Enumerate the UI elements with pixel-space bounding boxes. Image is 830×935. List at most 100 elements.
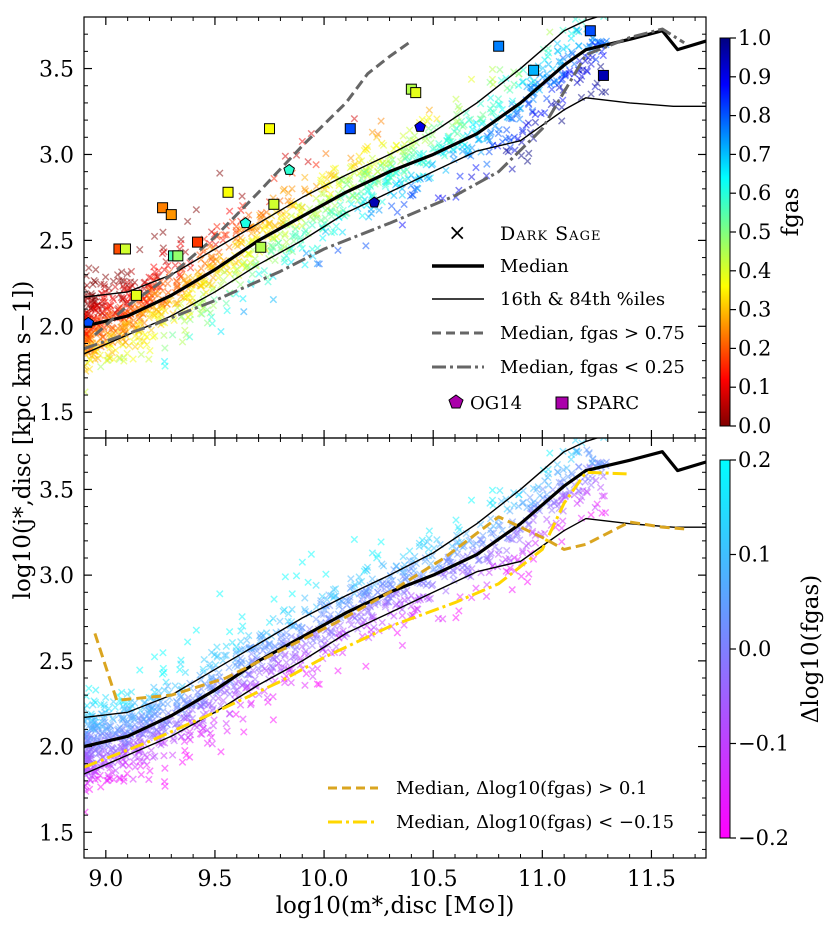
- scatter-marker: [217, 748, 225, 756]
- scatter-marker: [200, 655, 208, 664]
- scatter-marker: [287, 212, 296, 220]
- scatter-marker: [171, 720, 179, 729]
- scatter-marker: [544, 481, 553, 489]
- colorbar-tick-label: 0.8: [738, 104, 771, 128]
- scatter-marker: [570, 491, 579, 499]
- scatter-marker: [106, 301, 114, 309]
- scatter-marker: [332, 643, 340, 651]
- scatter-marker: [232, 258, 240, 267]
- scatter-marker: [380, 585, 388, 593]
- scatter-marker: [210, 716, 218, 724]
- scatter-marker: [145, 313, 153, 322]
- scatter-marker: [100, 283, 109, 291]
- scatter-marker: [182, 751, 190, 759]
- scatter-marker: [94, 729, 103, 737]
- scatter-marker: [178, 338, 187, 346]
- scatter-marker: [100, 296, 108, 304]
- scatter-marker: [270, 595, 278, 603]
- scatter-marker: [377, 538, 385, 546]
- scatter-marker: [171, 300, 179, 309]
- scatter-marker: [89, 735, 98, 744]
- scatter-marker: [236, 701, 245, 709]
- bottom-panel: 1.5 2.0 2.5 3.0 3.5 9.0 9.5 10.0 10.5 11.0 11.5: [39, 437, 707, 892]
- scatter-marker: [194, 688, 202, 696]
- scatter-marker: [596, 483, 605, 492]
- scatter-marker: [345, 596, 354, 604]
- scatter-marker: [599, 17, 608, 21]
- scatter-marker: [225, 628, 234, 636]
- scatter-marker: [262, 629, 271, 637]
- scatter-marker: [567, 29, 576, 38]
- scatter-marker: [266, 219, 274, 227]
- scatter-marker: [343, 601, 351, 609]
- scatter-marker: [220, 268, 229, 276]
- scatter-marker: [553, 39, 562, 48]
- scatter-marker: [370, 623, 378, 632]
- scatter-marker: [452, 110, 461, 119]
- scatter-marker: [358, 212, 367, 220]
- scatter-marker: [138, 711, 146, 720]
- scatter-marker: [117, 688, 126, 696]
- bottom-x-ticks: 9.0 9.5 10.0 10.5 11.0 11.5: [83, 438, 696, 892]
- colorbar-tick-label: −0.2: [738, 826, 789, 850]
- scatter-marker: [505, 554, 513, 563]
- scatter-marker: [510, 489, 518, 497]
- scatter-marker: [401, 147, 409, 156]
- scatter-marker: [301, 681, 309, 689]
- y-tick-label: 3.5: [39, 478, 74, 503]
- scatter-marker: [237, 627, 245, 635]
- sparc-point: [584, 25, 596, 37]
- scatter-marker: [488, 486, 497, 494]
- scatter-marker: [400, 589, 408, 597]
- scatter-marker: [373, 554, 381, 562]
- colorbar-tick-label: 0.5: [738, 220, 771, 244]
- scatter-marker: [240, 728, 248, 736]
- scatter-marker: [507, 114, 515, 123]
- scatter-marker: [216, 590, 224, 598]
- scatter-marker: [373, 133, 381, 141]
- scatter-marker: [309, 216, 317, 224]
- scatter-marker: [454, 117, 462, 126]
- scatter-marker: [104, 731, 112, 740]
- scatter-marker: [214, 274, 223, 282]
- scatter-marker: [548, 506, 556, 514]
- scatter-marker: [456, 172, 464, 180]
- scatter-marker: [254, 664, 262, 673]
- scatter-marker: [318, 592, 326, 601]
- scatter-marker: [347, 575, 355, 583]
- scatter-marker: [357, 188, 365, 196]
- scatter-marker: [566, 66, 574, 75]
- colorbar-tick-label: 0.1: [738, 543, 771, 567]
- legend-label-sparc: SPARC: [576, 393, 639, 414]
- scatter-marker: [524, 99, 533, 107]
- scatter-marker: [506, 507, 514, 515]
- scatter-marker: [423, 593, 431, 602]
- scatter-marker: [160, 331, 168, 340]
- scatter-marker: [296, 207, 305, 215]
- scatter-marker: [213, 643, 221, 651]
- scatter-marker: [176, 665, 184, 674]
- scatter-marker: [259, 211, 267, 219]
- scatter-marker: [543, 94, 551, 103]
- scatter-marker: [177, 293, 185, 301]
- y-tick-label: 2.5: [39, 650, 74, 675]
- scatter-marker: [94, 354, 102, 363]
- scatter-marker: [196, 730, 205, 738]
- scatter-marker: [429, 566, 437, 574]
- bottom-plot-frame: [83, 437, 707, 859]
- scatter-marker: [599, 438, 608, 442]
- scatter-marker: [401, 596, 409, 604]
- scatter-marker: [427, 139, 435, 147]
- scatter-marker: [482, 592, 491, 601]
- scatter-marker: [414, 605, 422, 613]
- scatter-marker: [379, 562, 388, 570]
- scatter-marker: [108, 294, 117, 302]
- scatter-marker: [484, 555, 492, 563]
- scatter-marker: [300, 229, 309, 237]
- scatter-marker: [119, 755, 127, 764]
- scatter-marker: [116, 355, 124, 363]
- scatter-marker: [502, 495, 510, 503]
- scatter-marker: [573, 447, 581, 455]
- colorbar-tick-label: 1.0: [738, 26, 771, 50]
- scatter-marker: [103, 741, 112, 750]
